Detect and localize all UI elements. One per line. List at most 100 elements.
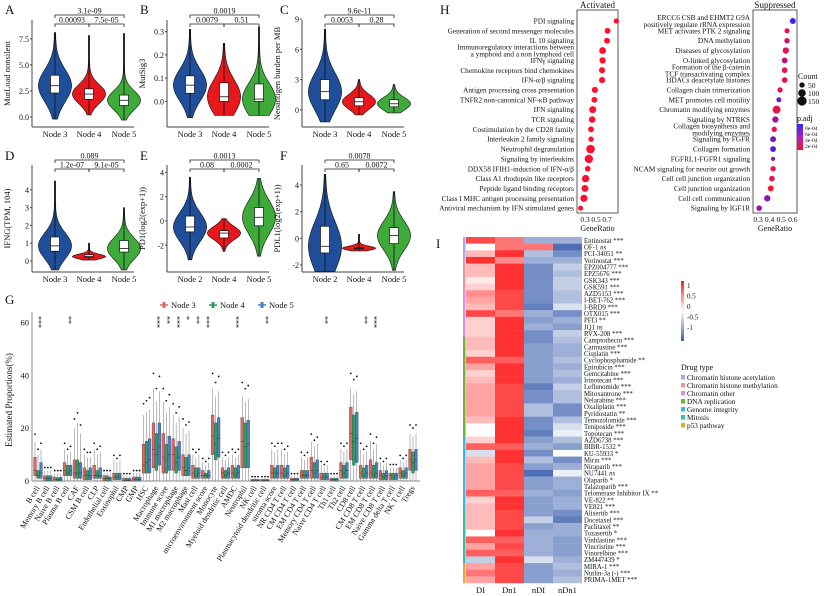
legend-key	[260, 302, 264, 308]
x-tick-label: Node 3	[178, 129, 203, 139]
heatmap-cell	[553, 483, 582, 491]
y-tick-label: 60	[21, 318, 30, 328]
term-dot	[789, 18, 796, 24]
term-label: Peptide ligand binding receptors	[479, 184, 574, 193]
significance: ***	[618, 551, 629, 558]
significance: ***	[610, 278, 621, 285]
significance: **	[638, 358, 645, 365]
outlier-point	[37, 448, 39, 451]
y-tick-label: 7.5	[19, 35, 29, 44]
drug-name: Cisplatin	[584, 351, 610, 358]
heatmap-cell	[553, 469, 582, 477]
significance-stars: ***	[172, 316, 181, 328]
significance: *	[617, 444, 621, 451]
drug-type-bar	[463, 403, 466, 411]
x-axis-label: GeneRatio	[580, 224, 614, 233]
box	[50, 236, 60, 252]
column-label: Dn1	[502, 585, 517, 595]
drug-label: Olaparib *	[584, 477, 613, 484]
outlier-point	[382, 460, 385, 463]
term-label: Immunoregulatory interactions between	[457, 43, 574, 52]
heatmap-cell	[495, 370, 524, 377]
outlier-point	[138, 469, 141, 472]
drug-name: VE821	[584, 504, 605, 511]
outlier-point	[197, 448, 200, 451]
term-dot	[584, 154, 594, 164]
outlier-point	[320, 460, 323, 463]
outlier-point	[323, 463, 326, 466]
outlier-point	[290, 472, 293, 475]
outlier-point	[73, 418, 76, 420]
drug-name: Vinblastine	[584, 537, 617, 544]
column-label: DI	[476, 585, 485, 595]
y-tick-label: 0.3	[154, 28, 164, 37]
outlier-point	[69, 445, 72, 448]
significance: ***	[618, 264, 629, 271]
heatmap-cell	[553, 356, 582, 364]
drug-name: RVX-208	[584, 331, 612, 338]
box	[154, 433, 158, 471]
heatmap-cell	[495, 276, 524, 284]
outlier-point	[207, 457, 210, 460]
heatmap-cell	[553, 243, 582, 251]
heatmap-cell	[553, 296, 582, 304]
heatmap-cell	[495, 443, 524, 451]
heatmap-cell	[466, 330, 495, 338]
significance-stars: ***	[34, 316, 43, 328]
term-dot	[584, 165, 591, 172]
significance-stars: ***	[370, 316, 379, 328]
x-tick-label: Node 5	[112, 274, 137, 284]
significance: ***	[617, 344, 628, 351]
x-tick-label: 0.3	[580, 215, 590, 224]
color-legend-label: 2e-04	[805, 144, 818, 150]
heatmap-cell	[466, 576, 495, 584]
drug-type-label: Chromatin histone methylation	[687, 381, 778, 390]
drug-label: I-BRD9 ***	[584, 304, 618, 311]
heatmap-cell	[495, 376, 524, 384]
p-value-label: 7.5e-05	[94, 16, 118, 25]
drug-name: Alisertib	[584, 511, 610, 518]
significance: *	[609, 477, 613, 484]
box	[243, 422, 247, 468]
drug-name: GSK343	[584, 278, 610, 285]
p-value-label: 0.0072	[366, 161, 388, 170]
heatmap-cell	[524, 436, 553, 444]
heatmap-cell	[553, 336, 582, 344]
drug-name: Pyridostatin	[584, 411, 619, 418]
significance: ***	[605, 504, 616, 511]
heatmap-cell	[524, 303, 553, 311]
drug-label: I-BET-762 ***	[584, 298, 626, 305]
box	[50, 74, 60, 94]
comparison-bracket	[324, 14, 395, 18]
panel-label-a: A	[5, 2, 15, 17]
heatmap-cell	[495, 350, 524, 357]
box	[185, 215, 195, 233]
drug-type-bar	[463, 556, 466, 564]
heatmap-cell	[553, 270, 582, 278]
size-legend-dot	[797, 96, 807, 106]
box	[66, 465, 70, 476]
drug-label: OF-1 ns	[584, 245, 606, 252]
drug-label: Nelarabine ***	[584, 398, 626, 405]
term-label: Chemokine receptors bind chemokines	[460, 66, 574, 75]
box	[381, 472, 385, 480]
outlier-point	[175, 411, 178, 414]
significance: ***	[626, 418, 637, 425]
drug-name: Talazoparib	[584, 484, 618, 491]
x-tick-label: Node 3	[43, 274, 68, 284]
heatmap-cell	[495, 390, 524, 397]
heatmap-cell	[466, 396, 495, 404]
term-label: TCR signaling	[531, 115, 574, 124]
drug-type-swatch	[681, 415, 685, 420]
term-dot	[588, 136, 594, 142]
x-tick-label: Node 5	[382, 129, 407, 139]
box	[394, 472, 398, 480]
heatmap-cell	[553, 443, 582, 451]
legend-label: Node 5	[269, 300, 294, 310]
box	[98, 467, 102, 479]
y-tick-label: 0	[160, 217, 164, 226]
term-dot	[588, 116, 596, 123]
term-dot	[580, 194, 588, 202]
drug-name: Topotecan	[584, 431, 614, 438]
outlier-point	[306, 451, 309, 454]
